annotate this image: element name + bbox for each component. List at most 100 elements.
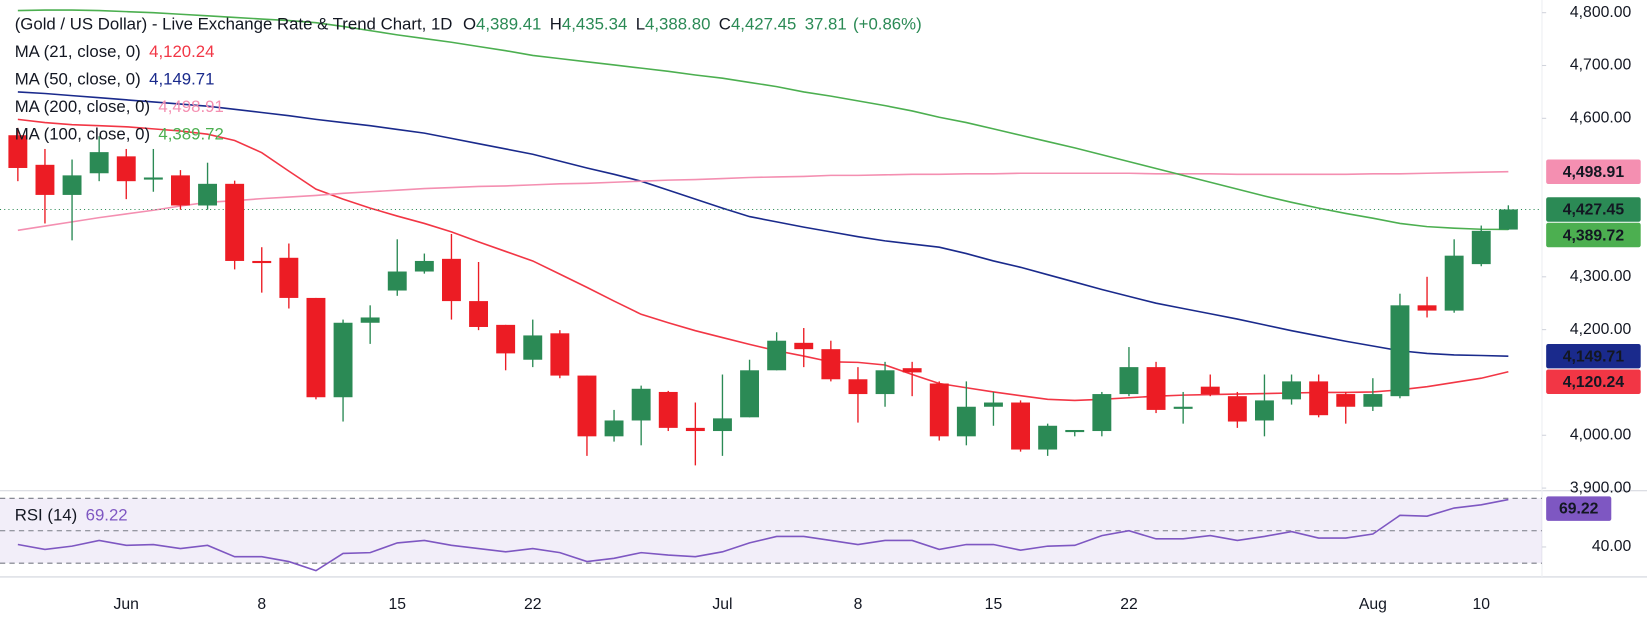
rsi-badge-label: 69.22: [1559, 500, 1599, 517]
candle-body: [225, 183, 245, 261]
candle-body: [1390, 305, 1410, 397]
ohlc-value: 4,435.34: [562, 15, 627, 34]
x-tick-label: 22: [1120, 596, 1138, 613]
candle-body: [1309, 381, 1329, 416]
x-tick-label: 10: [1472, 596, 1490, 613]
y-tick-label: 4,300.00: [1570, 268, 1631, 285]
ohlc-key: H: [550, 15, 562, 34]
candle-body: [279, 257, 299, 298]
price-badge: [1546, 369, 1641, 394]
candle-body: [1254, 400, 1274, 421]
price-badge-label: 4,120.24: [1563, 374, 1624, 391]
legend-value: 4,120.24: [149, 43, 214, 62]
price-badge-label: 4,149.71: [1563, 348, 1624, 365]
candle-body: [875, 370, 895, 395]
ohlc-key: L: [636, 15, 645, 34]
change-value: 37.81: [805, 15, 847, 34]
candle-body: [1444, 255, 1464, 311]
candle-body: [198, 183, 218, 206]
candle-body: [35, 164, 55, 195]
rsi-value: 69.22: [86, 506, 128, 525]
candle-body: [821, 349, 841, 380]
legend-name: MA (200, close, 0): [15, 97, 150, 116]
backgrounds: [0, 0, 1647, 578]
candles: [8, 127, 1518, 466]
legend-value: 4,389.72: [158, 125, 223, 144]
candle-body: [794, 342, 814, 350]
candle-body: [848, 379, 868, 395]
candle-body: [252, 260, 272, 264]
candle-body: [929, 383, 949, 437]
candle-body: [631, 388, 651, 421]
ma-line: [17, 91, 1509, 357]
price-badge: [1546, 222, 1641, 248]
candle-body: [523, 335, 543, 360]
ma-line: [17, 118, 1509, 402]
labels: 3,900.00 4,000.00 4,200.00 4,300.00 4,600.00…: [15, 4, 1641, 613]
candle-body: [1227, 396, 1247, 422]
candle-body: [740, 370, 760, 418]
candle-body: [1119, 367, 1139, 395]
candle-body: [143, 177, 163, 180]
ohlc-key: C: [719, 15, 731, 34]
y-tick-label: 4,600.00: [1570, 109, 1631, 126]
candle-body: [387, 271, 407, 291]
y-tick-label: 4,800.00: [1570, 4, 1631, 21]
change-pct: (+0.86%): [853, 15, 922, 34]
x-tick-label: 8: [854, 596, 863, 613]
candle-body: [767, 340, 787, 371]
y-tick-label: 4,200.00: [1570, 321, 1631, 338]
ohlc-value: 4,388.80: [645, 15, 710, 34]
ma-line: [17, 170, 1509, 232]
price-badge-label: 4,389.72: [1563, 227, 1624, 244]
candle-body: [62, 175, 82, 195]
candle-body: [116, 156, 136, 182]
price-badge-label: 4,498.91: [1563, 164, 1624, 181]
candle-body: [442, 258, 461, 302]
legend-entry: MA (21, close, 0) 4,120.24: [15, 43, 215, 62]
candle-body: [171, 175, 190, 206]
rsi-name: RSI (14): [15, 506, 78, 525]
legend-entry: MA (100, close, 0) 4,389.72: [15, 125, 224, 144]
candle-body: [1363, 394, 1383, 407]
candle-body: [496, 324, 516, 354]
candle-body: [577, 375, 597, 437]
legend-value: 4,498.91: [158, 97, 223, 116]
y-tick-label: 3,900.00: [1570, 479, 1631, 496]
candle-body: [956, 406, 976, 437]
legend-name: MA (50, close, 0): [15, 70, 141, 89]
x-tick-label: Aug: [1359, 596, 1387, 613]
candle-body: [1038, 425, 1058, 450]
candle-body: [1282, 381, 1302, 400]
candle-body: [902, 368, 922, 373]
x-tick-label: 22: [524, 596, 542, 613]
candle-body: [8, 135, 28, 168]
legend-name: MA (21, close, 0): [15, 43, 141, 62]
candle-body: [1498, 209, 1518, 230]
x-tick-label: 15: [985, 596, 1003, 613]
ohlc-key: O: [463, 15, 476, 34]
ma-lines: [0, 9, 1542, 572]
candle-body: [1336, 394, 1356, 407]
candle-body: [550, 333, 570, 376]
candle-body: [1011, 402, 1031, 450]
header: (Gold / US Dollar) - Live Exchange Rate …: [15, 15, 922, 34]
candle-body: [360, 317, 380, 323]
legend-entry: MA (200, close, 0) 4,498.91: [15, 97, 224, 116]
rsi-legend: RSI (14) 69.22: [15, 506, 128, 525]
candle-body: [333, 322, 353, 398]
x-tick-label: Jul: [712, 596, 732, 613]
candle-body: [1200, 386, 1220, 395]
legend-entry: MA (50, close, 0) 4,149.71: [15, 70, 215, 89]
x-tick-label: 8: [257, 596, 266, 613]
candle-body: [306, 297, 326, 398]
price-badge-label: 4,427.45: [1563, 202, 1624, 219]
candle-body: [1146, 367, 1166, 410]
legend-name: MA (100, close, 0): [15, 125, 150, 144]
candle-body: [983, 402, 1003, 407]
candle-body: [604, 420, 624, 437]
ohlc-value: 4,427.45: [731, 15, 796, 34]
candle-body: [469, 301, 489, 327]
